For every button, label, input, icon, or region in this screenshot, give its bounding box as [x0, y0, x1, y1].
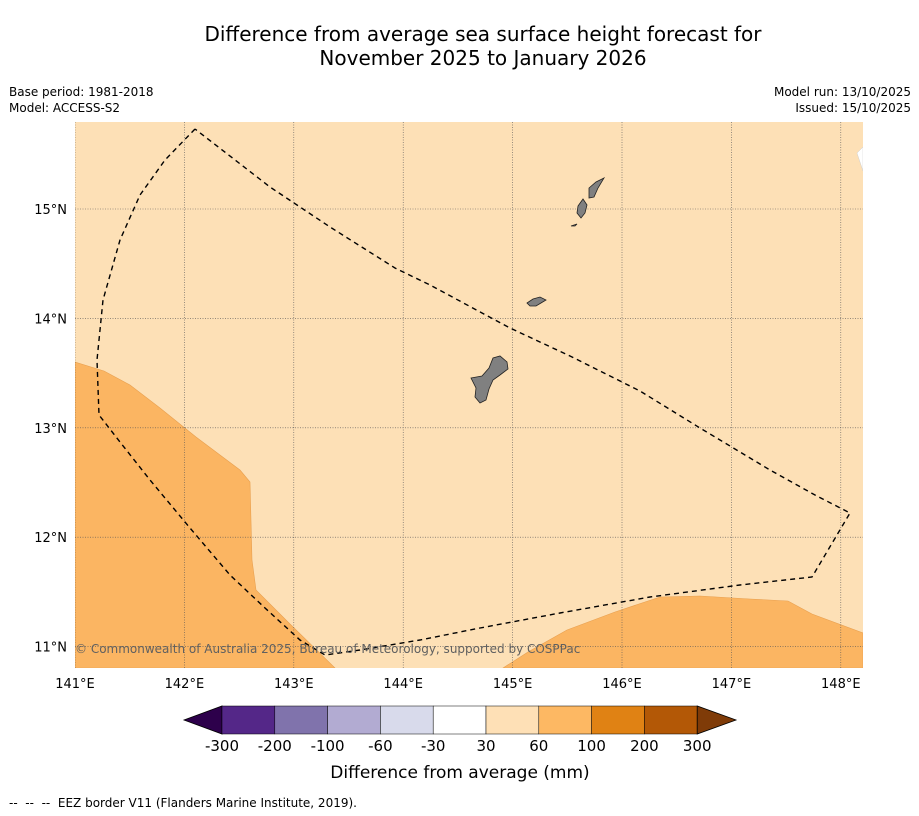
meta-right: Model run: 13/10/2025 Issued: 15/10/2025 — [774, 84, 911, 116]
lat-tick-label: 11°N — [34, 641, 67, 656]
lat-tick-label: 14°N — [34, 312, 67, 327]
colorbar-tick-label: -200 — [258, 737, 292, 755]
anomaly-60-100-region-west — [75, 361, 336, 668]
islands — [470, 177, 606, 404]
lon-tick-label: 142°E — [165, 677, 205, 692]
title-line-1: Difference from average sea surface heig… — [204, 22, 762, 46]
lat-tick-label: 13°N — [34, 422, 67, 437]
colorbar-segment — [327, 705, 381, 735]
lon-tick-label: 141°E — [55, 677, 95, 692]
colorbar-labels: -300 -200 -100 -60 -30 30 60 100 200 300 — [205, 737, 712, 755]
anomaly-60-100-region-south — [502, 595, 863, 668]
lat-tick-label: 12°N — [34, 531, 67, 546]
colorbar-title: Difference from average (mm) — [330, 763, 589, 783]
colorbar-tick-label: -60 — [368, 737, 393, 755]
colorbar-segment — [644, 705, 698, 735]
colorbar-segment — [485, 705, 540, 735]
colorbar-segment — [221, 705, 276, 735]
lon-tick-label: 148°E — [821, 677, 861, 692]
lat-tick-label: 15°N — [34, 203, 67, 218]
lon-tick-label: 143°E — [274, 677, 314, 692]
anomaly-small-patch — [856, 146, 863, 172]
island-tinian — [576, 198, 588, 219]
gridlines — [75, 122, 863, 668]
model-run: Model run: 13/10/2025 — [773, 85, 911, 99]
colorbar-tick-label: 100 — [577, 737, 606, 755]
colorbar-tick-label: 30 — [476, 737, 495, 755]
colorbar-tick-label: -30 — [421, 737, 446, 755]
island-aguijan — [570, 223, 578, 227]
colorbar-segment — [274, 705, 328, 735]
island-rota — [526, 296, 547, 307]
colorbar-segment — [591, 705, 645, 735]
colorbar — [182, 705, 738, 735]
colorbar-tick-label: 60 — [529, 737, 548, 755]
lon-tick-label: 146°E — [602, 677, 642, 692]
colorbar-tick-label: 300 — [683, 737, 712, 755]
base-period: Base period: 1981-2018 — [9, 85, 154, 99]
island-guam — [470, 355, 509, 404]
colorbar-segment — [538, 705, 592, 735]
colorbar-tick-label: 200 — [630, 737, 659, 755]
model-name: Model: ACCESS-S2 — [9, 101, 121, 115]
latitude-labels: 15°N 14°N 13°N 12°N 11°N — [34, 203, 67, 656]
footer-legend: -- -- -- EEZ border V11 (Flanders Marine… — [9, 796, 357, 810]
colorbar-extend-high — [696, 705, 738, 735]
eez-border — [96, 128, 851, 656]
map-area: © Commonwealth of Australia 2025, Bureau… — [75, 122, 863, 668]
eez-legend-text: EEZ border V11 (Flanders Marine Institut… — [57, 796, 357, 810]
copyright-text: © Commonwealth of Australia 2025, Bureau… — [75, 642, 580, 656]
lon-tick-label: 145°E — [493, 677, 533, 692]
meta-left: Base period: 1981-2018 Model: ACCESS-S2 — [9, 84, 154, 116]
colorbar-segment — [380, 705, 434, 735]
title-line-2: November 2025 to January 2026 — [319, 46, 647, 70]
colorbar-tick-label: -300 — [205, 737, 239, 755]
colorbar-segment — [432, 705, 487, 735]
island-saipan — [588, 177, 606, 199]
chart-title: Difference from average sea surface heig… — [0, 22, 919, 70]
issued-date: Issued: 15/10/2025 — [795, 101, 911, 115]
longitude-labels: 141°E 142°E 143°E 144°E 145°E 146°E 147°E 148°E — [55, 677, 860, 692]
lon-tick-label: 144°E — [383, 677, 423, 692]
colorbar-tick-label: -100 — [311, 737, 345, 755]
eez-legend-symbol: -- -- -- — [9, 796, 51, 810]
lon-tick-label: 147°E — [712, 677, 752, 692]
colorbar-extend-low — [182, 705, 223, 735]
